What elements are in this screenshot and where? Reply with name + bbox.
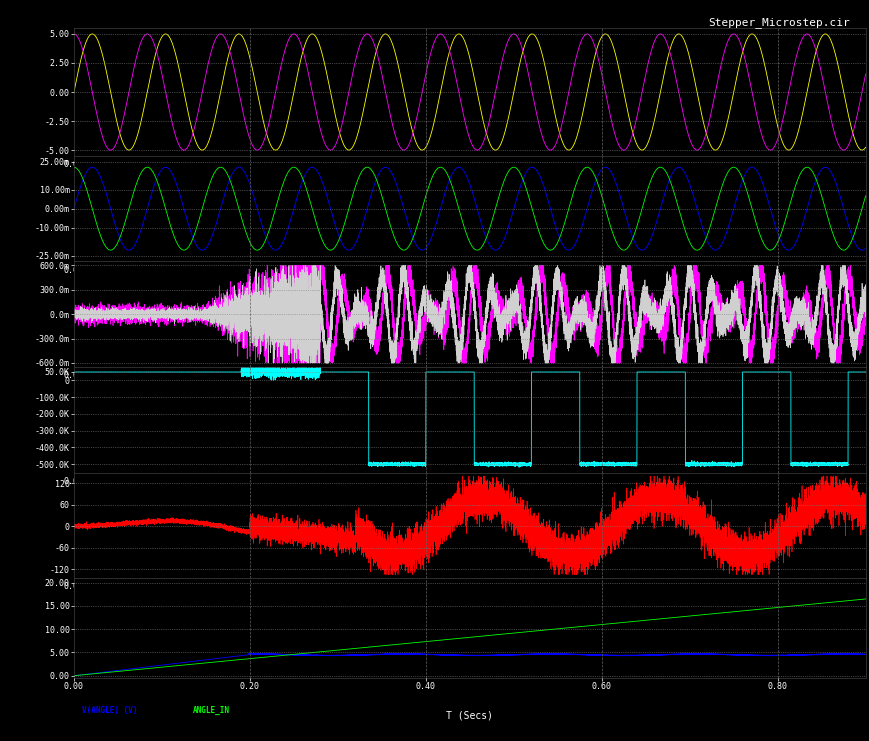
Text: V(X22.BEMF_A) (V): V(X22.BEMF_A) (V) — [82, 396, 160, 405]
Text: V(VELOCITY) (V): V(VELOCITY) (V) — [82, 608, 151, 617]
Text: ANGLE_IN: ANGLE_IN — [192, 706, 229, 715]
Text: I(X22.L1) (A): I(X22.L1) (A) — [82, 291, 142, 300]
Text: V(VB) (V): V(VB) (V) — [192, 192, 234, 201]
Text: V(ACCEL) (V): V(ACCEL) (V) — [82, 502, 137, 511]
Text: V(ANGLE) (V): V(ANGLE) (V) — [82, 706, 137, 715]
Text: V(X22.BEMF_B) (V): V(X22.BEMF_B) (V) — [248, 396, 327, 405]
X-axis label: T (Secs): T (Secs) — [446, 711, 493, 721]
Text: Stepper_Microstep.cir: Stepper_Microstep.cir — [707, 17, 849, 28]
Text: V(VA) (V): V(VA) (V) — [82, 192, 123, 201]
Text: I(X22.L2) (A): I(X22.L2) (A) — [216, 291, 276, 300]
